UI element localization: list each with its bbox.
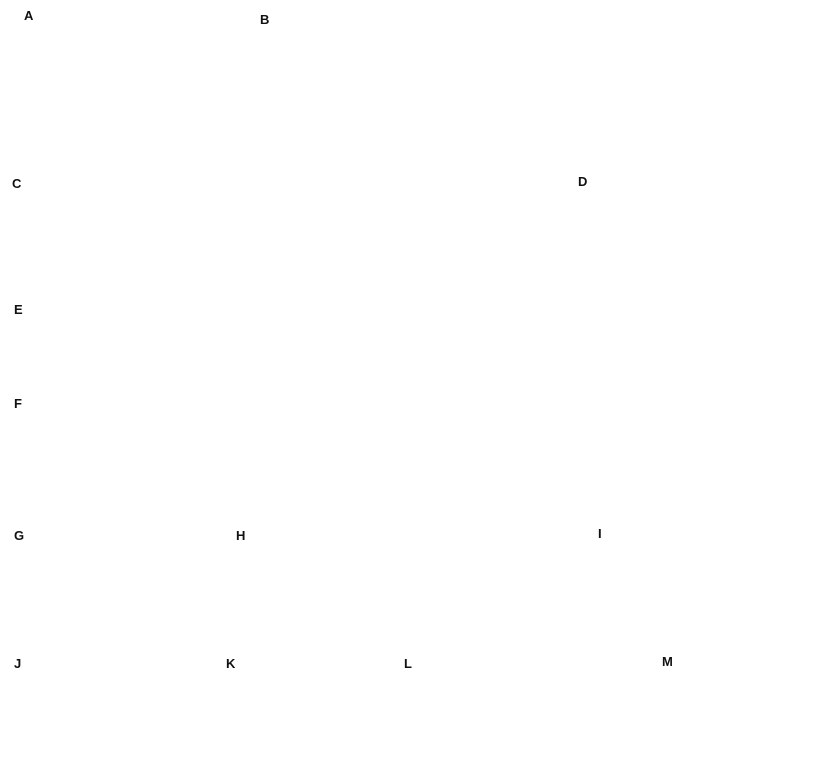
panel-label-l: L (404, 656, 412, 671)
panel-label-h: H (236, 528, 246, 543)
panel-label-c: C (12, 176, 22, 191)
panel-label-i: I (598, 526, 602, 541)
panel-label-e: E (14, 302, 23, 317)
panel-label-k: K (226, 656, 236, 671)
panel-label-f: F (14, 396, 22, 411)
panel-label-d: D (578, 174, 588, 189)
panel-label-m: M (662, 654, 673, 669)
panel-label-a: A (24, 8, 34, 23)
panel-label-g: G (14, 528, 25, 543)
panel-label-b: B (260, 12, 270, 27)
panel-label-j: J (14, 656, 22, 671)
